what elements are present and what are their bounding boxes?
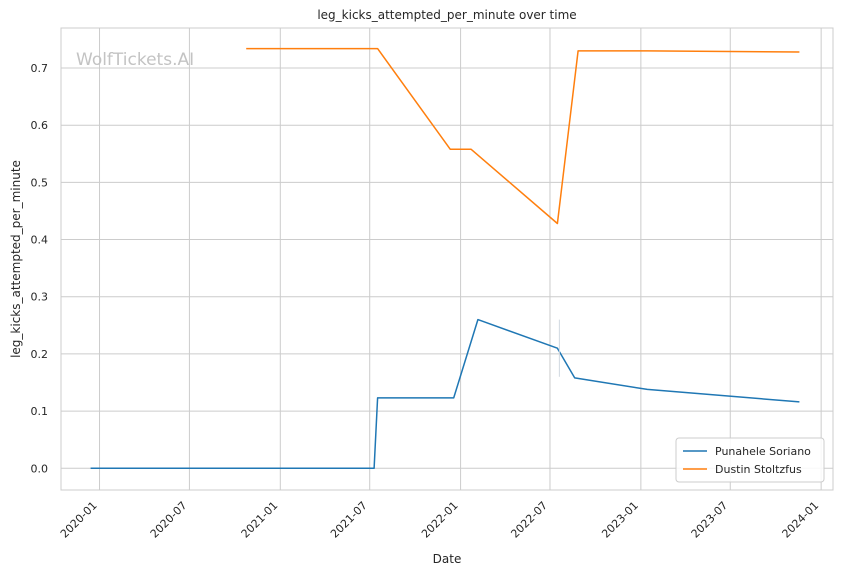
- watermark-text: WolfTickets.AI: [76, 50, 194, 70]
- y-tick-label: 0.5: [31, 176, 49, 189]
- legend: Punahele Soriano Dustin Stoltzfus: [676, 438, 824, 482]
- y-tick-label: 0.7: [31, 62, 49, 75]
- y-tick-label: 0.0: [31, 462, 49, 475]
- y-tick-label: 0.3: [31, 291, 49, 304]
- y-tick-label: 0.1: [31, 405, 49, 418]
- y-tick-label: 0.4: [31, 234, 49, 247]
- chart-title: leg_kicks_attempted_per_minute over time: [317, 8, 576, 22]
- y-axis-label: leg_kicks_attempted_per_minute: [9, 160, 23, 358]
- y-tick-label: 0.2: [31, 348, 49, 361]
- x-axis-label: Date: [433, 552, 462, 566]
- legend-label: Dustin Stoltzfus: [715, 463, 802, 476]
- y-tick-label: 0.6: [31, 119, 49, 132]
- legend-label: Punahele Soriano: [715, 445, 811, 458]
